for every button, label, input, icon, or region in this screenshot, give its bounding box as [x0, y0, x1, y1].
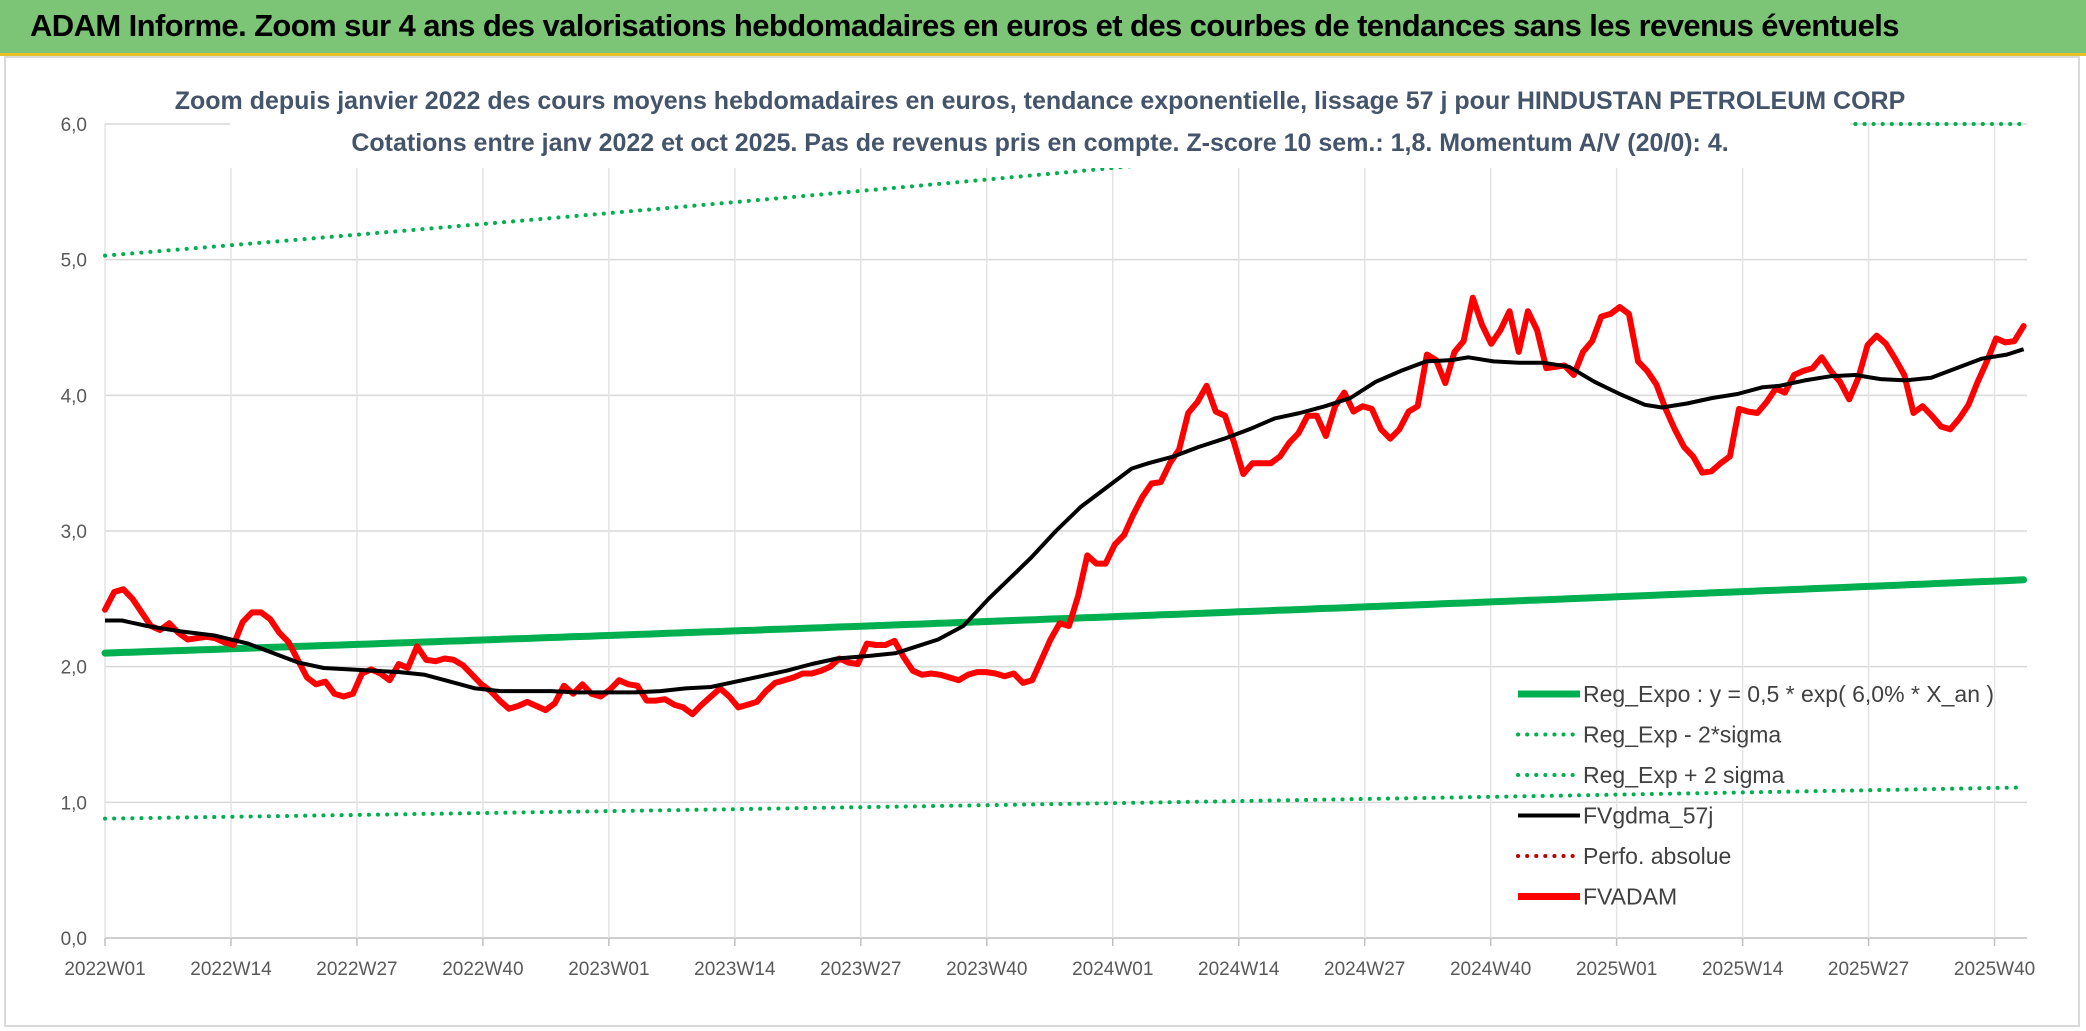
chart-title-line2: Cotations entre janv 2022 et oct 2025. P…: [351, 129, 1728, 157]
y-tick-label: 0,0: [61, 929, 87, 950]
x-tick-label: 2022W40: [442, 959, 523, 980]
chart-title-line1: Zoom depuis janvier 2022 des cours moyen…: [175, 87, 1906, 115]
series-reg-expo: [101, 576, 2028, 657]
grid: [104, 123, 2027, 939]
x-tick-label: 2025W27: [1828, 959, 1909, 980]
y-tick-label: 5,0: [61, 251, 87, 272]
y-tick-label: 6,0: [61, 115, 87, 136]
legend-label: Reg_Exp - 2*sigma: [1583, 722, 1781, 748]
series-reg-plus-2sigma: [103, 122, 2026, 258]
series-fvadam: [102, 294, 2027, 718]
x-tick-label: 2022W14: [190, 959, 272, 980]
y-tick-label: 2,0: [61, 658, 87, 679]
x-tick-label: 2023W14: [694, 959, 776, 980]
x-tick-label: 2024W14: [1198, 959, 1280, 980]
x-tick-label: 2022W01: [64, 959, 145, 980]
chart-frame: [4, 56, 2080, 1027]
series-fvgdma-57j: [105, 347, 2025, 695]
legend-label: Reg_Exp + 2 sigma: [1583, 762, 1785, 788]
legend-label: FVgdma_57j: [1583, 803, 1713, 829]
x-tick-label: 2023W01: [568, 959, 649, 980]
x-tick-label: 2024W01: [1072, 959, 1153, 980]
x-tick-label: 2023W40: [946, 959, 1027, 980]
x-tick-label: 2022W27: [316, 959, 397, 980]
series-layer: [101, 122, 2028, 821]
banner: ADAM Informe. Zoom sur 4 ans des valoris…: [0, 0, 2086, 56]
series-reg-minus-2sigma: [103, 785, 2026, 821]
y-tick-label: 3,0: [61, 522, 87, 543]
legend-label: Perfo. absolue: [1583, 843, 1731, 869]
chart-title: Zoom depuis janvier 2022 des cours moyen…: [175, 80, 1906, 168]
banner-title: ADAM Informe. Zoom sur 4 ans des valoris…: [30, 8, 1900, 43]
y-tick-label: 1,0: [61, 793, 87, 814]
axes: 0,0 1,0 2,0 3,0 4,0 5,0 6,0 2022W01 2022W14 2022W…: [61, 115, 2036, 980]
x-tick-label: 2023W27: [820, 959, 901, 980]
x-tick-label: 2025W40: [1954, 959, 2035, 980]
legend-label: FVADAM: [1583, 884, 1677, 910]
x-tick-label: 2025W14: [1702, 959, 1784, 980]
title-background: [230, 80, 1850, 168]
y-tick-label: 4,0: [61, 386, 87, 407]
x-tick-label: 2025W01: [1576, 959, 1657, 980]
x-tick-label: 2024W40: [1450, 959, 1531, 980]
legend-label: Reg_Expo : y = 0,5 * exp( 6,0% * X_an ): [1583, 681, 1994, 707]
x-tick-label: 2024W27: [1324, 959, 1405, 980]
legend: Reg_Expo : y = 0,5 * exp( 6,0% * X_an ) R…: [1516, 681, 1994, 910]
